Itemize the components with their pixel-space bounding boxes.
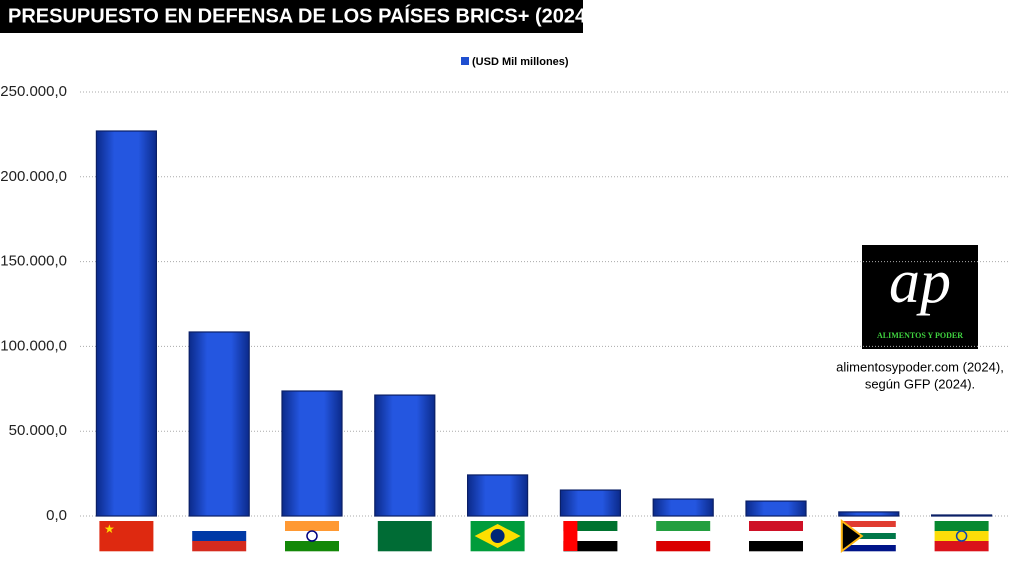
flag bbox=[470, 521, 525, 552]
flag-stripe bbox=[563, 541, 618, 552]
logo-name: ALIMENTOS Y PODER bbox=[877, 331, 963, 340]
flag-stripe bbox=[656, 541, 711, 552]
flag-emblem bbox=[955, 530, 968, 542]
bar bbox=[95, 130, 158, 517]
flag-stripe bbox=[841, 527, 896, 534]
logo-mark: ap bbox=[889, 248, 951, 316]
y-tick-label: 250.000,0 bbox=[0, 83, 67, 100]
bar bbox=[838, 511, 900, 517]
flag-stripe bbox=[563, 521, 578, 551]
flag bbox=[192, 521, 247, 552]
bar bbox=[188, 331, 250, 517]
bar bbox=[374, 394, 436, 517]
flag bbox=[749, 521, 803, 552]
bar bbox=[652, 498, 714, 517]
flag bbox=[377, 521, 432, 552]
flag-stripe bbox=[285, 531, 339, 542]
flag bbox=[934, 521, 989, 552]
flag bbox=[563, 521, 618, 552]
flag-stripe bbox=[749, 531, 803, 542]
flag-stripe bbox=[563, 521, 618, 532]
flag-stripe bbox=[285, 541, 339, 552]
source-note: según GFP (2024). bbox=[865, 376, 975, 391]
y-tick-label: 100.000,0 bbox=[0, 337, 67, 354]
flag-stripe bbox=[285, 521, 339, 532]
legend-swatch bbox=[461, 57, 469, 65]
bar bbox=[745, 500, 807, 517]
y-tick-label: 200.000,0 bbox=[0, 168, 67, 185]
y-tick-label: 150.000,0 bbox=[0, 253, 67, 270]
flag-stripe bbox=[934, 521, 989, 532]
flag-stripe bbox=[841, 521, 896, 528]
flag-stripe bbox=[656, 521, 711, 532]
source-note: alimentosypoder.com (2024), bbox=[836, 359, 1004, 374]
flag-stripe bbox=[377, 521, 432, 552]
bar bbox=[281, 390, 343, 517]
flag-stripe bbox=[192, 541, 247, 552]
flag-stripe bbox=[934, 541, 989, 552]
logo-box bbox=[862, 245, 978, 349]
flag-stripe bbox=[192, 521, 247, 532]
bar bbox=[467, 474, 529, 517]
flag-stripe bbox=[749, 541, 803, 552]
flag-stripe bbox=[192, 531, 247, 542]
flag-emblem bbox=[306, 530, 318, 542]
flag-star: ★ bbox=[104, 522, 115, 536]
flag: ★ bbox=[99, 521, 154, 552]
flag bbox=[840, 519, 896, 553]
flag-emblem bbox=[490, 529, 505, 543]
bar bbox=[930, 514, 993, 517]
y-tick-label: 50.000,0 bbox=[9, 422, 67, 439]
flag-stripe bbox=[841, 533, 896, 540]
flag-stripe bbox=[841, 545, 896, 552]
flag bbox=[656, 521, 711, 552]
chart-title: PRESUPUESTO EN DEFENSA DE LOS PAÍSES BRI… bbox=[8, 4, 593, 27]
legend-label: (USD Mil millones) bbox=[472, 56, 569, 68]
flag-stripe bbox=[749, 521, 803, 532]
y-tick-label: 0,0 bbox=[46, 507, 67, 524]
flag-stripe bbox=[841, 539, 896, 546]
flag-stripe bbox=[656, 531, 711, 542]
flag bbox=[285, 521, 339, 552]
title-background bbox=[0, 0, 583, 33]
flag-stripe bbox=[563, 531, 618, 542]
bar bbox=[559, 489, 622, 517]
flag-stripe bbox=[934, 531, 989, 542]
flag-triangle bbox=[840, 519, 864, 553]
flag-stripe bbox=[99, 521, 154, 552]
